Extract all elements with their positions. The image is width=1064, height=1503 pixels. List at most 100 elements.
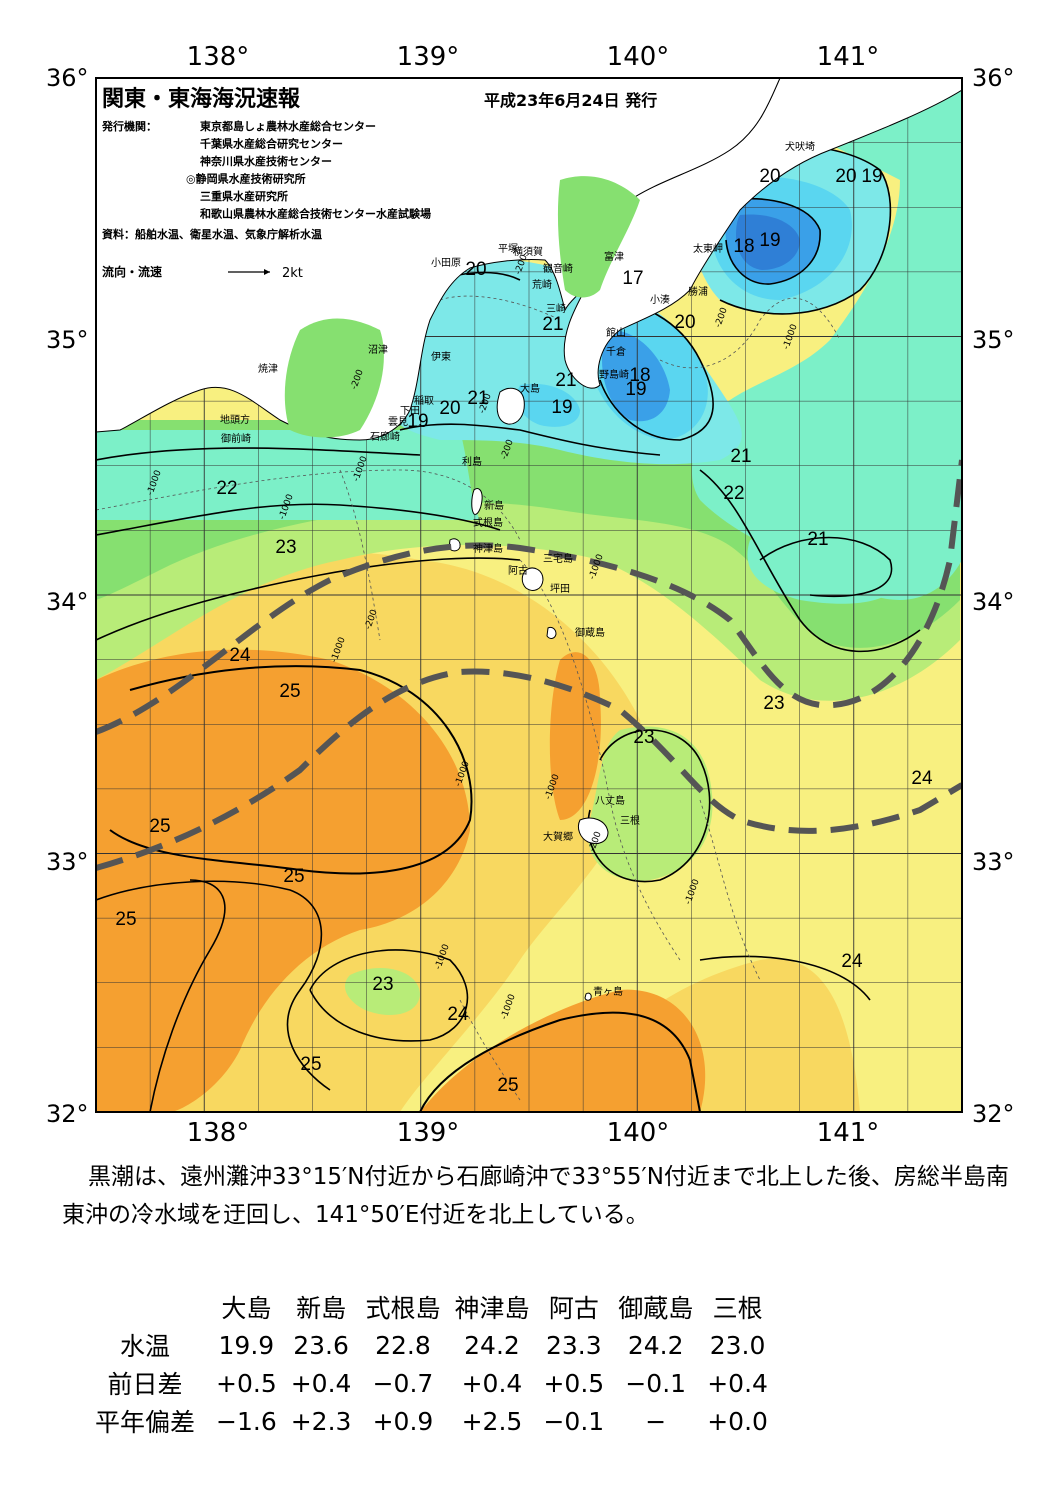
sst-band-23 [588,726,713,881]
place-label: 大賀郷 [543,830,573,843]
issuer-name: 千葉県水産総合研究センター [200,137,343,151]
table-cell: 22.8 [375,1330,431,1360]
isotherm-label: 24 [447,1004,469,1025]
isotherm-label: 20 [759,166,780,187]
isotherm-label: 21 [555,370,576,391]
table-cell: 23.6 [293,1330,349,1360]
table-cell: 23.0 [709,1330,766,1360]
lon-label-top: 141° [816,42,880,72]
place-label: 観音崎 [543,262,573,275]
coastal-water-tokyo-bay [557,176,640,298]
isotherm-label: 20 [465,259,486,280]
isotherm-label: 23 [372,974,393,995]
isotherm-label: 18 [733,236,754,257]
place-label: 館山 [606,326,626,339]
isotherm-label: 22 [723,483,744,504]
isotherm-label: 21 [542,314,563,335]
coastal-water-suruga [284,318,384,438]
issuer-name: 和歌山県農林水産総合技術センター水産試験場 [200,207,431,221]
table-cell: −0.1 [625,1368,687,1398]
lat-label-right: 34° [972,588,1015,616]
isotherm-label: 25 [279,681,300,702]
table-cell: +2.5 [461,1406,523,1436]
land-mikurajima [546,626,557,639]
lat-label-left: 34° [46,588,89,616]
table-row: 水温 19.9 23.6 22.8 24.2 23.3 24.2 23.0 [88,1326,775,1364]
land-izu-oshima [496,387,525,425]
place-label: 石廊崎 [370,430,400,443]
isotherm-label: 25 [497,1075,518,1096]
table-header-cell: 御蔵島 [618,1294,694,1323]
sea-temperature-map: 138° 139° 140° 141° 138° 139° 140° 141° … [46,42,1015,1148]
isotherm-label: 21 [730,446,751,467]
place-label: 新島 [484,499,504,512]
lat-label-left: 35° [46,326,89,354]
lon-label-top: 140° [606,42,670,72]
place-label: 大島 [520,382,540,395]
table-cell: +0.5 [216,1368,277,1398]
table-cell: +0.5 [543,1368,605,1398]
isotherm-label: 20 [674,312,695,333]
table-cell: +0.4 [290,1368,352,1398]
issuer-list: 東京都島しょ農林水産総合センター千葉県水産総合研究センター神奈川県水産技術センタ… [186,119,431,221]
table-cell: 23.3 [546,1330,602,1360]
table-cell: +2.3 [290,1406,352,1436]
place-label: 稲取 [414,395,434,407]
isotherm-label: 19 [759,230,780,251]
place-label: 横須賀 [513,245,543,258]
land-hachijojima [577,817,609,845]
table-header-cell: 大島 [221,1294,272,1323]
place-label: 富津 [604,250,624,263]
isotherm-label: 23 [275,537,296,558]
issuer-name: 神奈川県水産技術センター [200,154,332,168]
place-label: 千倉 [606,345,626,358]
land-aogashima [584,992,592,1001]
land-kanto-plain [96,78,781,441]
kuroshio-axis-south [96,668,962,871]
place-label: 勝浦 [688,285,708,298]
table-cell: +0.9 [372,1406,434,1436]
table-row: 平年偏差 −1.6 +2.3 +0.9 +2.5 −0.1 − +0.0 [88,1402,775,1440]
table-row: 前日差 +0.5 +0.4 −0.7 +0.4 +0.5 −0.1 +0.4 [88,1364,775,1402]
table-cell: −0.7 [372,1368,434,1398]
isotherm-label: 21 [807,529,828,550]
lon-label-bottom: 140° [606,1118,670,1148]
table-header-cell: 新島 [296,1294,347,1323]
data-source: 資料：船舶水温、衛星水温、気象庁解析水温 [102,227,322,241]
issue-date: 平成23年6月24日 発行 [484,91,657,110]
isotherm-label: 25 [283,866,304,887]
isotherm-label: 20 [835,166,856,187]
table-header-cell: 阿古 [548,1294,599,1323]
place-label: 平塚 [498,243,518,255]
place-label: 三根 [620,814,640,827]
table-cell: 19.9 [218,1330,275,1360]
isotherm-label: 23 [633,727,654,748]
lon-label-bottom: 139° [396,1118,460,1148]
sst-band-19 [516,383,580,427]
isotherm-label: 19 [861,166,882,187]
kuroshio-summary: 黒潮は、遠州灘沖33°15′N付近から石廊崎沖で33°55′N付近まで北上した後… [62,1164,1009,1228]
table-header-cell: 三根 [712,1294,763,1323]
table-cell: 24.2 [464,1330,520,1360]
lon-label-top: 138° [186,42,250,72]
issuer-name: 東京都島しょ農林水産総合センター [200,119,376,133]
lat-label-right: 32° [972,1100,1015,1128]
place-label: 伊東 [431,350,451,363]
place-label: 御蔵島 [575,626,605,639]
isotherm-label: 24 [229,645,251,666]
place-label: 三崎 [546,302,566,315]
isotherm-label: 19 [625,379,646,400]
place-label: 下田 [400,406,420,417]
isotherm-label: 24 [911,768,933,789]
lat-label-left: 32° [46,1100,89,1128]
place-label: 荒崎 [532,278,552,291]
lat-label-left: 33° [46,848,89,876]
place-label: 焼津 [258,363,278,375]
depth-contours [96,295,841,1101]
place-label: 青ヶ島 [593,985,623,998]
table-row-label: 水温 [120,1332,171,1361]
isotherm-label: 21 [467,388,488,409]
isotherm-label: 24 [841,951,863,972]
